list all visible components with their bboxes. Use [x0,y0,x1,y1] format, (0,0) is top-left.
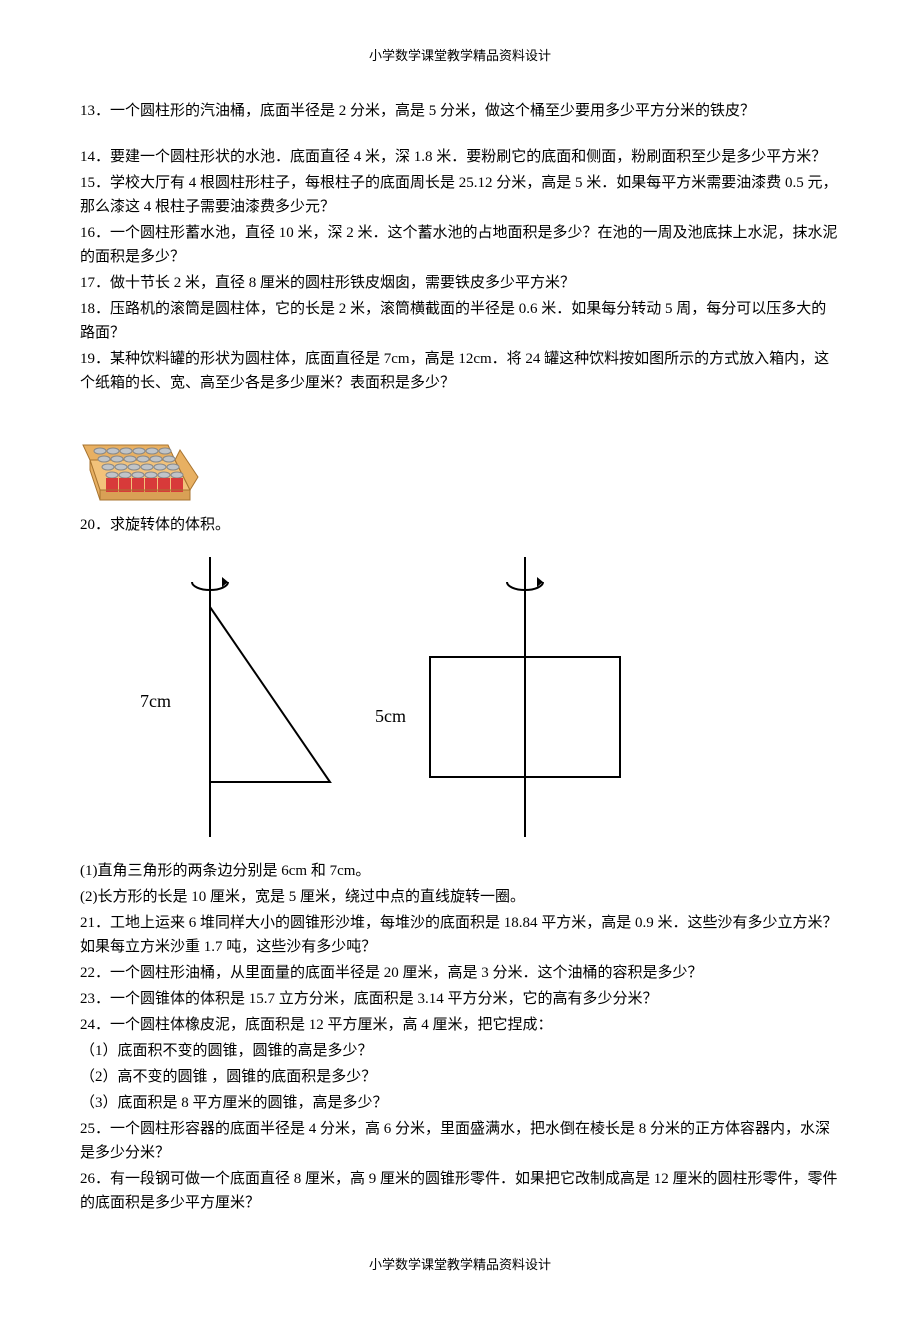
question-18: 18．压路机的滚筒是圆柱体，它的长是 2 米，滚筒横截面的半径是 0.6 米．如… [80,297,840,345]
question-16: 16．一个圆柱形蓄水池，直径 10 米，深 2 米．这个蓄水池的占地面积是多少？… [80,221,840,269]
question-24-part1: （1）底面积不变的圆锥，圆锥的高是多少？ [80,1039,840,1063]
rectangle-label: 5cm [375,706,406,726]
question-21: 21．工地上运来 6 堆同样大小的圆锥形沙堆，每堆沙的底面积是 18.84 平方… [80,911,840,959]
question-25: 25．一个圆柱形容器的底面半径是 4 分米，高 6 分米，里面盛满水，把水倒在棱… [80,1117,840,1165]
question-24-part3: （3）底面积是 8 平方厘米的圆锥，高是多少？ [80,1091,840,1115]
rotation-figures: 7cm 5cm [80,547,840,847]
question-20-part1: (1)直角三角形的两条边分别是 6cm 和 7cm。 [80,859,840,883]
question-15: 15．学校大厅有 4 根圆柱形柱子，每根柱子的底面周长是 25.12 分米，高是… [80,171,840,219]
question-19: 19．某种饮料罐的形状为圆柱体，底面直径是 7cm，高是 12cm．将 24 罐… [80,347,840,395]
triangle-label: 7cm [140,691,171,711]
page-footer: 小学数学课堂教学精品资料设计 [80,1255,840,1276]
question-24: 24．一个圆柱体橡皮泥，底面积是 12 平方厘米，高 4 厘米，把它捏成： [80,1013,840,1037]
rectangle-rotation-figure: 5cm [350,547,630,847]
page-header: 小学数学课堂教学精品资料设计 [80,46,840,67]
question-13: 13．一个圆柱形的汽油桶，底面半径是 2 分米，高是 5 分米，做这个桶至少要用… [80,99,840,123]
question-24-part2: （2）高不变的圆锥 ，圆锥的底面积是多少？ [80,1065,840,1089]
question-22: 22．一个圆柱形油桶，从里面量的底面半径是 20 厘米，高是 3 分米．这个油桶… [80,961,840,985]
question-26: 26．有一段钢可做一个底面直径 8 厘米，高 9 厘米的圆锥形零件．如果把它改制… [80,1167,840,1215]
question-20-part2: (2)长方形的长是 10 厘米，宽是 5 厘米，绕过中点的直线旋转一圈。 [80,885,840,909]
question-23: 23．一个圆锥体的体积是 15.7 立方分米，底面积是 3.14 平方分米，它的… [80,987,840,1011]
question-14: 14．要建一个圆柱形状的水池．底面直径 4 米，深 1.8 米．要粉刷它的底面和… [80,145,840,169]
triangle-rotation-figure: 7cm [80,547,350,847]
question-20: 20．求旋转体的体积。 [80,513,840,537]
box-figure [80,405,840,505]
question-17: 17．做十节长 2 米，直径 8 厘米的圆柱形铁皮烟囱，需要铁皮多少平方米？ [80,271,840,295]
